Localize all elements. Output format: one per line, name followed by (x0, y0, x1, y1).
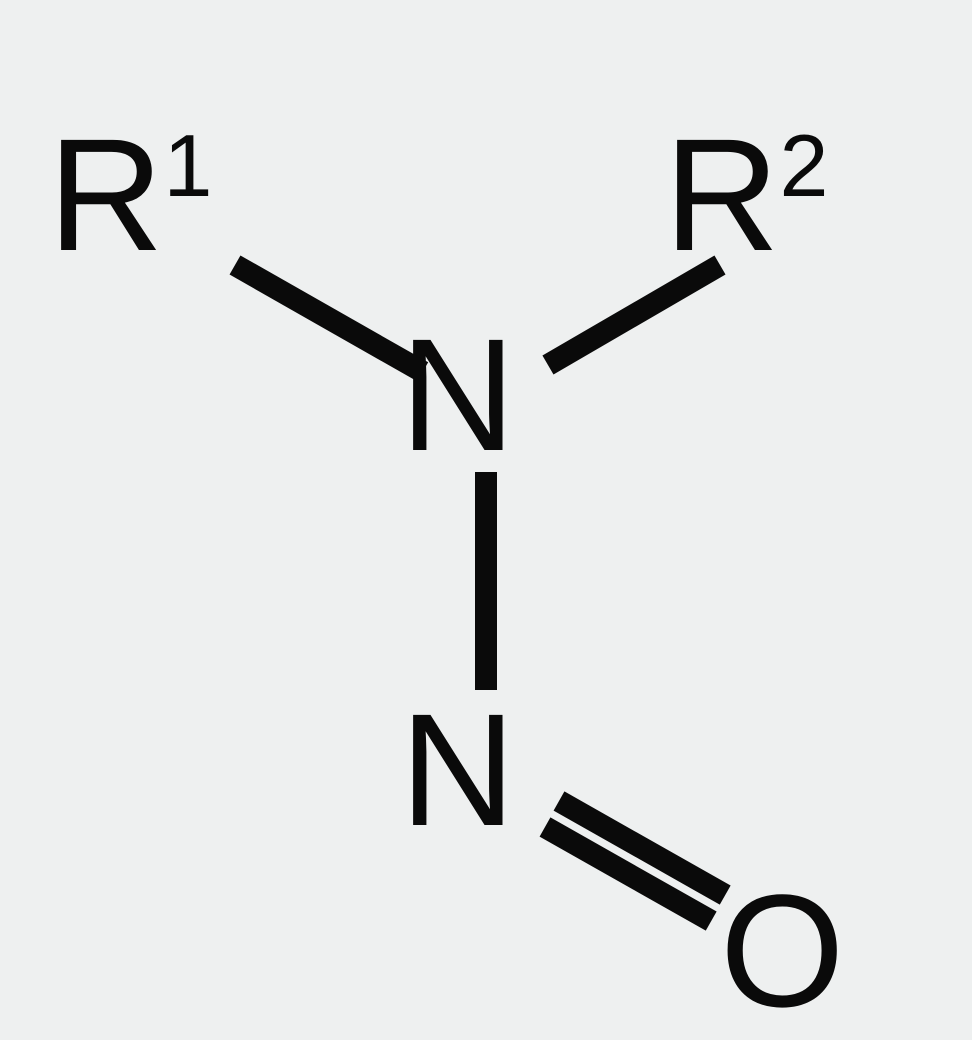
atom-R2: R2 (664, 115, 829, 275)
atom-N1: N (400, 315, 516, 475)
chemical-structure-canvas: R1R2NNO (0, 0, 972, 1000)
atom-N2: N (400, 690, 516, 850)
atom-O: O (720, 871, 844, 1031)
bond-R1-N1 (230, 255, 429, 381)
bond-R2-N1 (542, 255, 725, 374)
bond-N1-N2 (475, 472, 497, 690)
atom-R1: R1 (48, 115, 213, 275)
